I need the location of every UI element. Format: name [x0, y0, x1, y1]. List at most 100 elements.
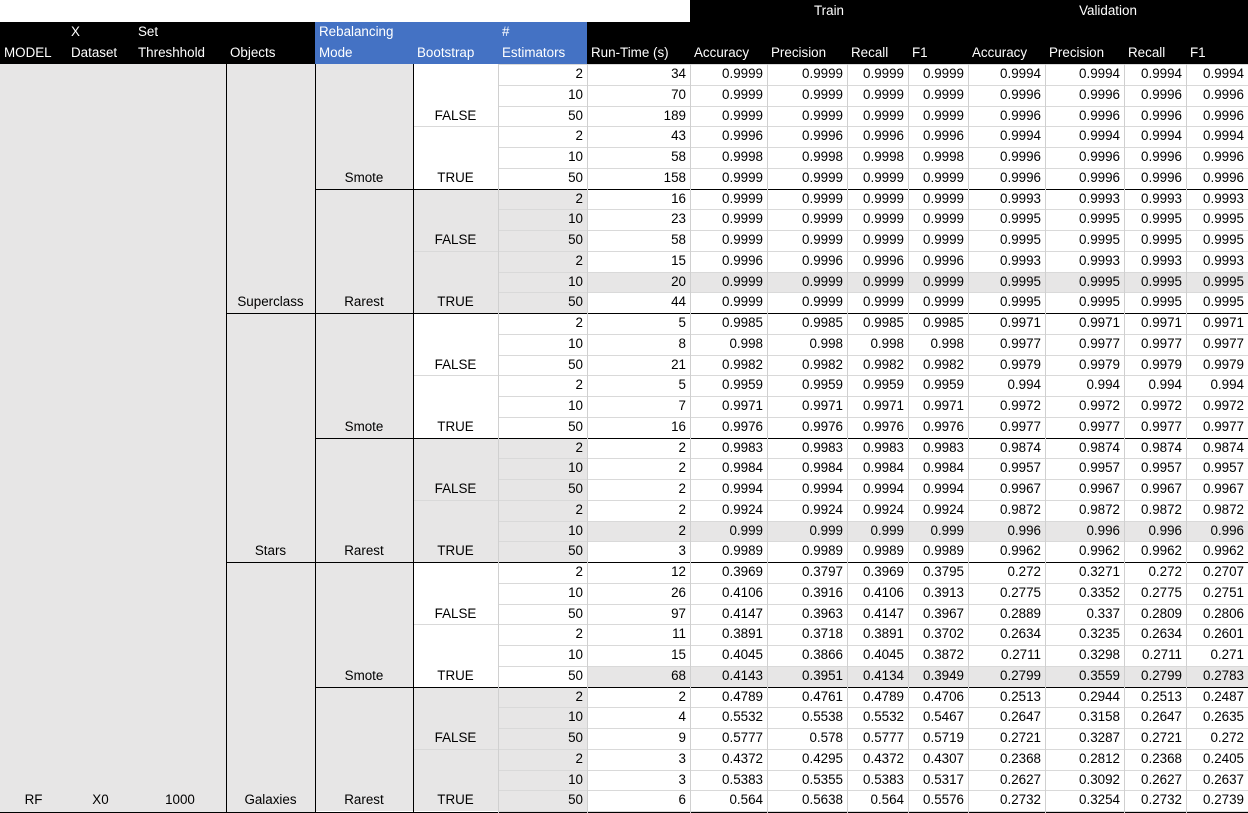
row-gridline — [498, 728, 1248, 729]
validation-precision-cell: 0.9995 — [1079, 232, 1120, 247]
row-gridline — [498, 396, 1248, 397]
validation-recall-cell: 0.2627 — [1141, 771, 1182, 787]
runtime-cell: 20 — [671, 273, 686, 289]
validation-recall-cell: 0.9993 — [1141, 252, 1182, 268]
row-gridline — [498, 416, 1248, 418]
bootstrap-true-label: TRUE — [437, 792, 474, 808]
smote-mode-band-0 — [315, 64, 413, 189]
bootstrap-separator — [413, 748, 498, 750]
train-f1-cell: 0.9999 — [923, 232, 964, 247]
validation-precision-cell: 0.3559 — [1079, 667, 1120, 683]
validation-accuracy-cell: 0.272 — [1007, 564, 1041, 579]
train-precision-cell: 0.9999 — [802, 107, 843, 123]
bootstrap-false-label: FALSE — [434, 107, 477, 123]
validation-recall-cell: 0.9995 — [1141, 273, 1182, 289]
estimators-cell: 50 — [568, 232, 583, 247]
model-label: RF — [24, 792, 43, 808]
row-gridline — [498, 541, 1248, 543]
row-gridline — [498, 748, 1248, 750]
merged-column-border — [413, 64, 414, 813]
validation-recall-cell: 0.994 — [1148, 377, 1182, 393]
row-gridline — [498, 458, 1248, 460]
validation-f1-cell: 0.9994 — [1203, 66, 1244, 81]
runtime-cell: 16 — [671, 418, 686, 434]
train-precision-cell: 0.9989 — [802, 543, 843, 559]
validation-recall-cell: 0.9977 — [1141, 418, 1182, 434]
rebalancing-mode-label-rarest: Rarest — [344, 792, 384, 808]
estimators-cell: 2 — [575, 377, 583, 393]
runtime-cell: 97 — [671, 605, 686, 621]
validation-precision-cell: 0.3158 — [1079, 709, 1120, 725]
objects-label-stars: Stars — [254, 543, 287, 559]
validation-f1-cell: 0.2601 — [1203, 626, 1244, 642]
estimators-cell: 50 — [568, 543, 583, 559]
estimators-cell: 10 — [568, 460, 583, 476]
header-band-top — [690, 0, 1248, 22]
row-gridline — [498, 84, 1248, 86]
train-precision-cell: 0.9984 — [802, 460, 843, 476]
estimators-cell: 10 — [568, 647, 583, 662]
estimators-cell: 10 — [568, 86, 583, 102]
estimators-cell: 50 — [568, 294, 583, 310]
train-f1-cell: 0.5576 — [923, 792, 964, 808]
train-precision-cell: 0.9999 — [802, 211, 843, 227]
estimators-cell: 2 — [575, 190, 583, 206]
runtime-cell: 4 — [678, 709, 686, 725]
validation-f1-cell: 0.271 — [1210, 647, 1244, 662]
validation-recall-cell: 0.9994 — [1141, 66, 1182, 81]
train-accuracy-cell: 0.9999 — [722, 66, 763, 81]
validation-precision-cell: 0.2812 — [1079, 750, 1120, 766]
validation-f1-cell: 0.9874 — [1203, 439, 1244, 455]
runtime-column-header: Run-Time (s) — [591, 45, 669, 60]
validation-accuracy-cell: 0.9995 — [1000, 232, 1041, 247]
validation-precision-cell: 0.9996 — [1079, 86, 1120, 102]
validation-accuracy-cell: 0.9995 — [1000, 273, 1041, 289]
validation-precision-cell: 0.9995 — [1079, 294, 1120, 310]
runtime-cell: 15 — [671, 252, 686, 268]
train-accuracy-cell: 0.9999 — [722, 190, 763, 206]
validation-group-header: Validation — [1079, 3, 1137, 18]
train-f1-cell: 0.9999 — [923, 294, 964, 310]
train-recall-cell: 0.9999 — [863, 66, 904, 81]
train-recall-cell: 0.4134 — [863, 667, 904, 683]
column-gridline — [968, 64, 969, 813]
runtime-cell: 58 — [671, 232, 686, 247]
row-gridline — [498, 582, 1248, 584]
validation-accuracy-cell: 0.9996 — [1000, 149, 1041, 164]
validation-precision-cell: 0.9996 — [1079, 169, 1120, 185]
train-f1-cell: 0.998 — [930, 335, 964, 351]
validation-f1-cell: 0.2783 — [1203, 667, 1244, 683]
runtime-cell: 2 — [678, 522, 686, 538]
validation-accuracy-cell: 0.2647 — [1000, 709, 1041, 725]
bootstrap-true-label: TRUE — [437, 418, 474, 434]
validation-f1-cell: 0.2405 — [1203, 750, 1244, 766]
validation-accuracy-cell: 0.9957 — [1000, 460, 1041, 476]
train-accuracy-cell: 0.9999 — [722, 169, 763, 185]
rebalancing-mode-label-rarest: Rarest — [344, 294, 384, 310]
validation-precision-cell: 0.9972 — [1079, 398, 1120, 413]
validation-f1-cell: 0.9994 — [1203, 128, 1244, 144]
train-f1-cell: 0.9971 — [923, 398, 964, 413]
train-f1-cell: 0.9994 — [923, 481, 964, 496]
train-precision-cell: 0.5355 — [802, 771, 843, 787]
row-gridline — [498, 624, 1248, 626]
header-band-left — [0, 22, 315, 64]
train-recall-cell: 0.9985 — [863, 315, 904, 330]
train-f1-cell: 0.9996 — [923, 128, 964, 144]
validation-precision-cell: 0.9994 — [1079, 128, 1120, 144]
train-precision-cell: 0.9996 — [802, 128, 843, 144]
validation-f1-column-header: F1 — [1190, 45, 1206, 60]
train-recall-cell: 0.4106 — [863, 584, 904, 600]
estimators-cell: 2 — [575, 688, 583, 704]
train-recall-cell: 0.4147 — [863, 605, 904, 621]
estimators-cell: 50 — [568, 418, 583, 434]
validation-accuracy-column-header: Accuracy — [972, 45, 1028, 60]
train-f1-cell: 0.3949 — [923, 667, 964, 683]
validation-accuracy-cell: 0.2732 — [1000, 792, 1041, 808]
train-precision-cell: 0.9999 — [802, 294, 843, 310]
row-gridline — [498, 499, 1248, 501]
row-gridline — [498, 665, 1248, 667]
row-gridline — [498, 105, 1248, 107]
row-gridline — [498, 811, 1248, 812]
row-gridline — [498, 167, 1248, 169]
